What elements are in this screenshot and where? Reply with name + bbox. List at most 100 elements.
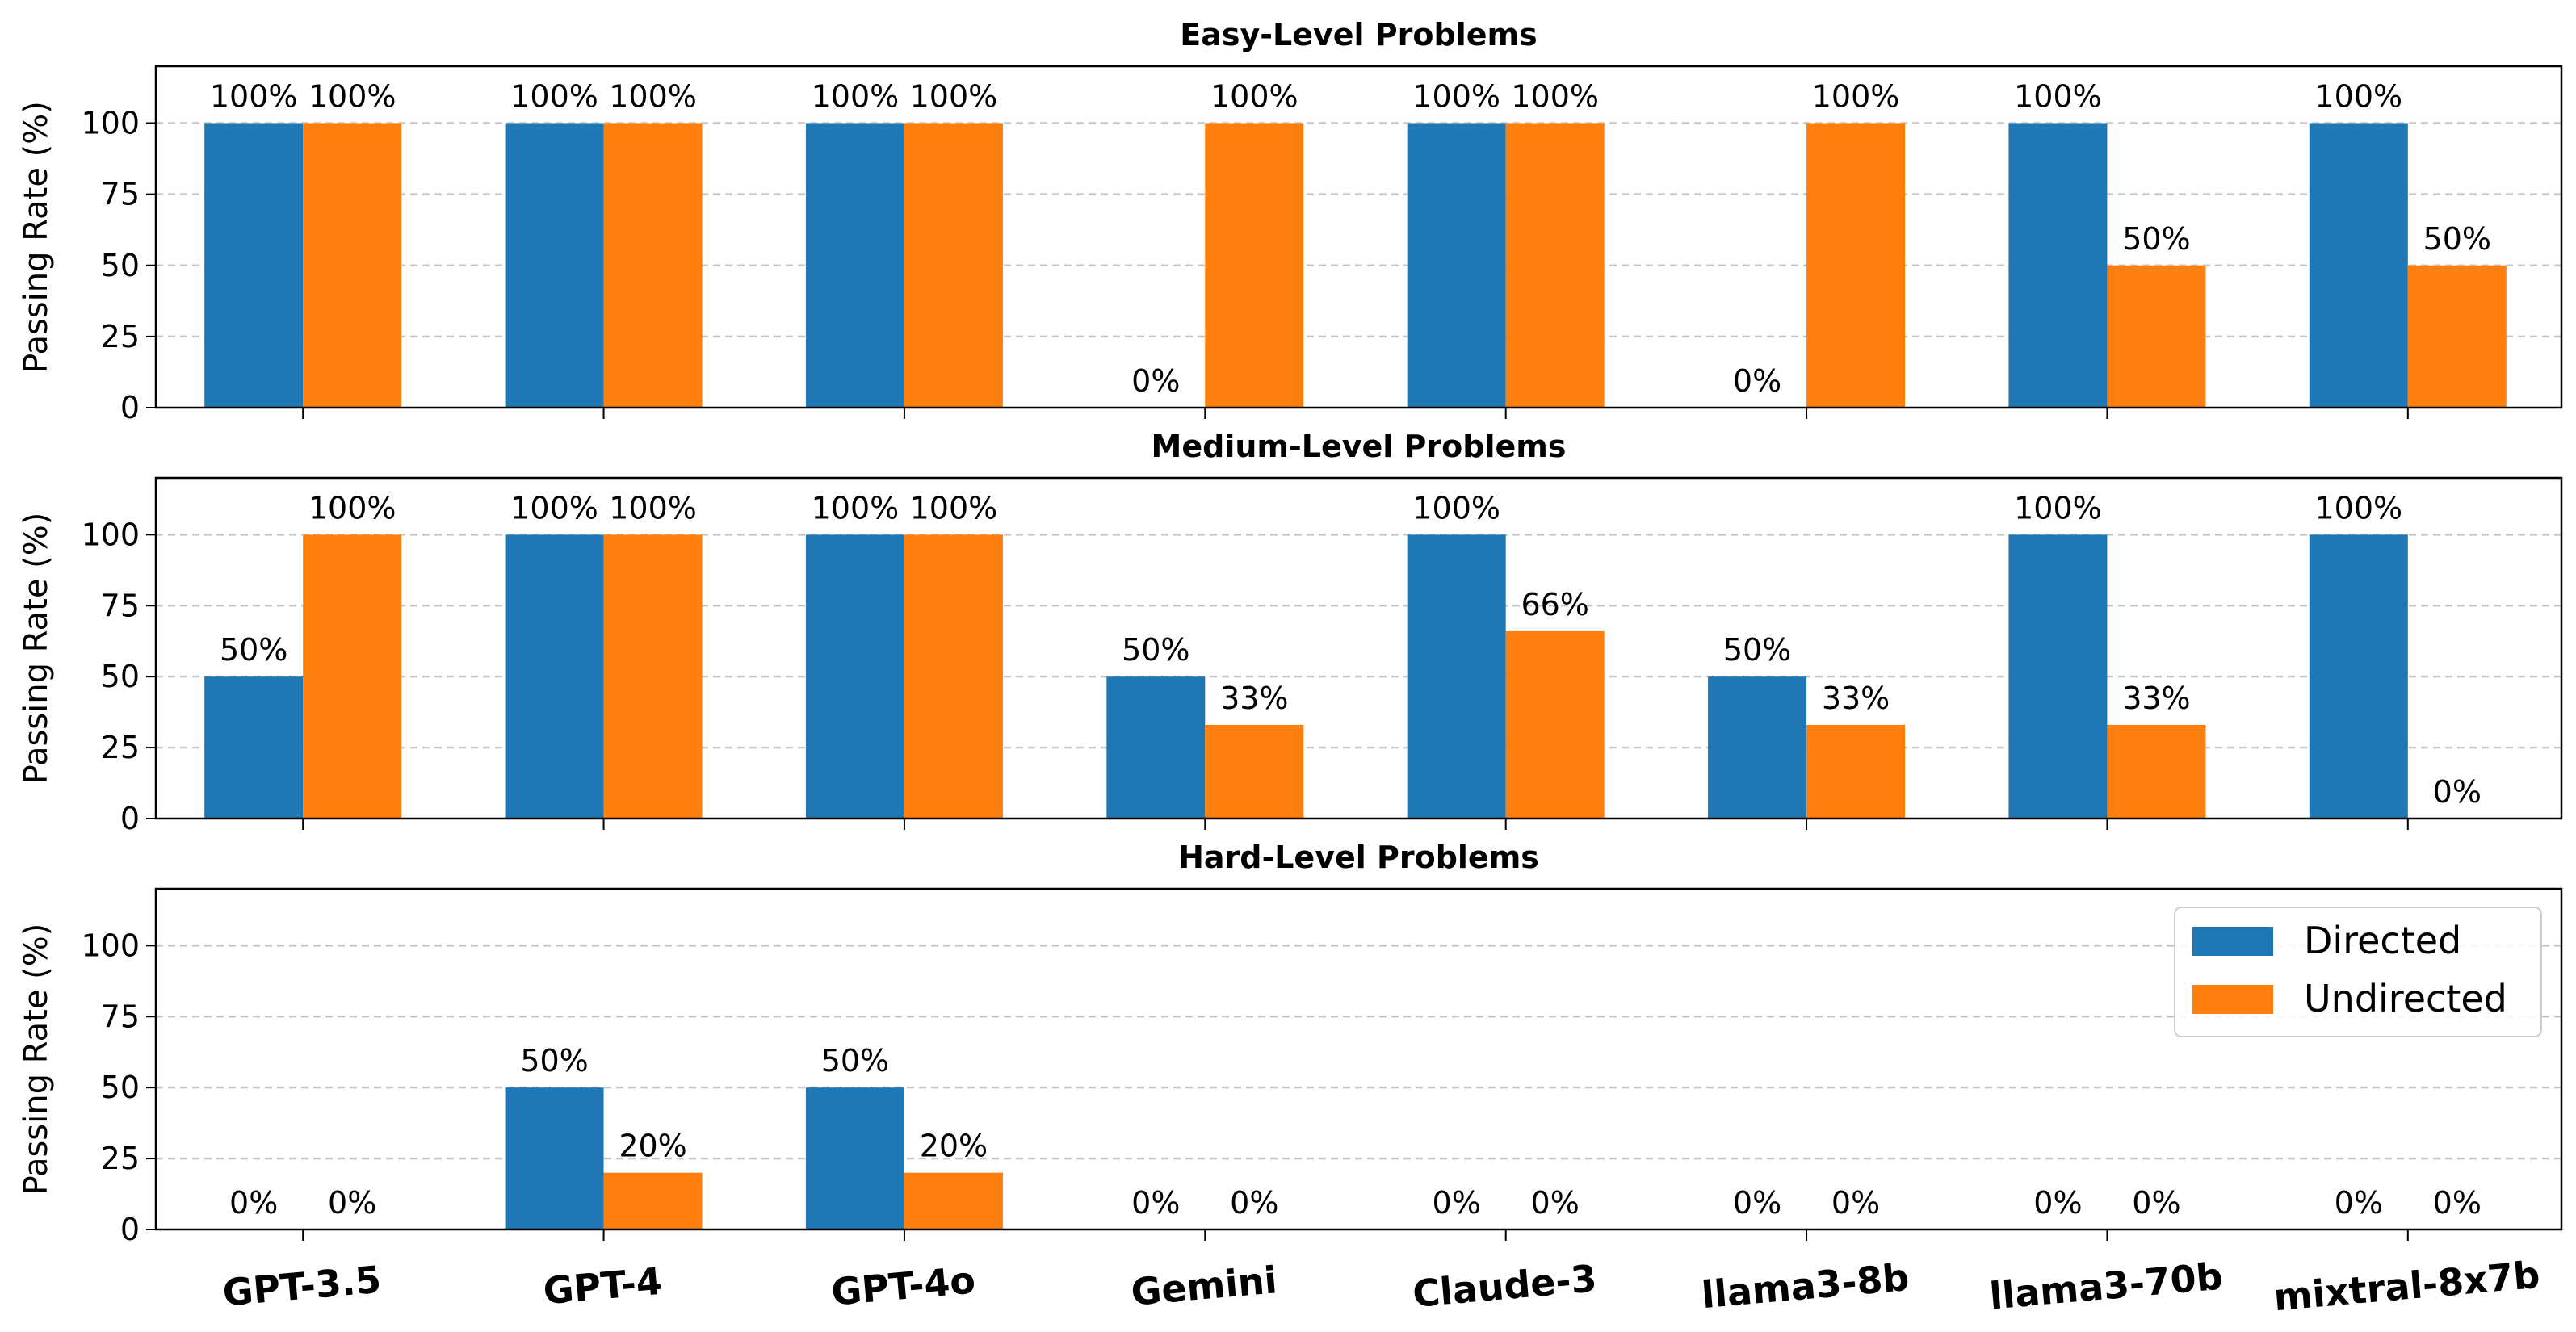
bar-directed-gpt-4o bbox=[805, 123, 904, 408]
bar-directed-gpt-4 bbox=[505, 1087, 604, 1229]
data-label: 100% bbox=[1511, 79, 1599, 115]
y-tick-label: 0 bbox=[120, 390, 140, 425]
bar-undirected-gpt-4 bbox=[603, 534, 703, 819]
bar-directed-llama3-70b bbox=[2008, 534, 2108, 819]
data-label: 0% bbox=[2433, 1185, 2482, 1221]
bar-undirected-claude-3 bbox=[1505, 630, 1605, 819]
x-tick-label-claude-3: Claude-3 bbox=[1411, 1256, 1598, 1316]
y-tick-label: 75 bbox=[101, 999, 140, 1034]
bar-undirected-llama3-8b bbox=[1806, 724, 1906, 819]
data-label: 100% bbox=[510, 490, 598, 526]
y-tick-label: 50 bbox=[101, 248, 140, 283]
data-label: 100% bbox=[2014, 79, 2102, 115]
data-label: 100% bbox=[1210, 79, 1298, 115]
bar-directed-mixtral-8x7b bbox=[2309, 534, 2408, 819]
data-label: 100% bbox=[308, 490, 396, 526]
y-tick-label: 25 bbox=[101, 1141, 140, 1176]
bar-undirected-gpt-4o bbox=[904, 123, 1003, 408]
data-label: 50% bbox=[1122, 632, 1189, 668]
data-label: 100% bbox=[510, 79, 598, 115]
y-tick-label: 100 bbox=[81, 517, 140, 552]
x-tick-label-mixtral-8x7b: mixtral-8x7b bbox=[2272, 1253, 2541, 1320]
x-tick-label-llama3-70b: llama3-70b bbox=[1987, 1255, 2224, 1318]
x-tick-label-gpt-3.5: GPT-3.5 bbox=[220, 1258, 383, 1315]
data-label: 100% bbox=[2314, 490, 2402, 526]
data-label: 0% bbox=[2132, 1185, 2180, 1221]
x-tick-label-gpt-4: GPT-4 bbox=[542, 1259, 664, 1313]
data-label: 50% bbox=[821, 1043, 889, 1079]
data-label: 50% bbox=[220, 632, 287, 668]
x-tick-label-llama3-8b: llama3-8b bbox=[1700, 1255, 1911, 1317]
data-label: 33% bbox=[2122, 681, 2190, 716]
y-axis-label: Passing Rate (%) bbox=[18, 513, 55, 785]
data-label: 50% bbox=[520, 1043, 588, 1079]
y-tick-label: 0 bbox=[120, 801, 140, 836]
data-label: 0% bbox=[1831, 1185, 1880, 1221]
data-label: 0% bbox=[1131, 1185, 1180, 1221]
data-label: 0% bbox=[1531, 1185, 1580, 1221]
data-label: 100% bbox=[910, 79, 998, 115]
y-tick-label: 0 bbox=[120, 1212, 140, 1247]
data-label: 100% bbox=[1812, 79, 1900, 115]
bar-directed-gpt-4 bbox=[505, 534, 604, 819]
data-label: 33% bbox=[1822, 681, 1890, 716]
bar-undirected-gpt-4o bbox=[904, 534, 1003, 819]
y-tick-label: 50 bbox=[101, 659, 140, 694]
data-label: 50% bbox=[2423, 221, 2491, 257]
data-label: 0% bbox=[229, 1185, 278, 1221]
data-label: 100% bbox=[2014, 490, 2102, 526]
bar-undirected-llama3-8b bbox=[1806, 123, 1906, 408]
bar-undirected-llama3-70b bbox=[2107, 724, 2206, 819]
data-label: 0% bbox=[2433, 774, 2482, 810]
bar-directed-gpt-3.5 bbox=[204, 123, 304, 408]
y-tick-label: 100 bbox=[81, 106, 140, 141]
data-label: 100% bbox=[812, 79, 900, 115]
bar-undirected-gemini bbox=[1205, 724, 1304, 819]
y-tick-label: 25 bbox=[101, 319, 140, 354]
plot-frame bbox=[154, 887, 2563, 1231]
bar-directed-mixtral-8x7b bbox=[2309, 123, 2408, 408]
data-label: 0% bbox=[328, 1185, 376, 1221]
bar-directed-gpt-4o bbox=[805, 534, 904, 819]
x-tick-label-gemini: Gemini bbox=[1129, 1258, 1278, 1314]
data-label: 0% bbox=[2033, 1185, 2082, 1221]
data-label: 100% bbox=[2314, 79, 2402, 115]
data-label: 0% bbox=[1733, 1185, 1781, 1221]
bar-directed-claude-3 bbox=[1407, 123, 1506, 408]
legend-label-directed: Directed bbox=[2304, 919, 2461, 962]
data-label: 0% bbox=[1733, 363, 1781, 399]
data-label: 0% bbox=[1230, 1185, 1278, 1221]
data-label: 100% bbox=[910, 490, 998, 526]
bar-directed-gemini bbox=[1106, 676, 1206, 819]
data-label: 33% bbox=[1220, 681, 1288, 716]
bar-undirected-gpt-4 bbox=[603, 1172, 703, 1229]
legend-swatch-undirected bbox=[2192, 985, 2273, 1014]
y-tick-label: 75 bbox=[101, 588, 140, 623]
y-tick-label: 75 bbox=[101, 177, 140, 212]
data-label: 100% bbox=[812, 490, 900, 526]
data-label: 0% bbox=[1131, 363, 1180, 399]
bar-directed-llama3-70b bbox=[2008, 123, 2108, 408]
panel-title: Medium-Level Problems bbox=[1152, 429, 1567, 464]
plot-frame bbox=[154, 476, 2563, 820]
legend-swatch-directed bbox=[2192, 927, 2273, 956]
data-label: 100% bbox=[609, 490, 697, 526]
bar-directed-gpt-3.5 bbox=[204, 676, 304, 819]
data-label: 100% bbox=[609, 79, 697, 115]
y-axis-label: Passing Rate (%) bbox=[18, 101, 55, 373]
data-label: 50% bbox=[2122, 221, 2190, 257]
data-label: 0% bbox=[2335, 1185, 2383, 1221]
data-label: 100% bbox=[210, 79, 298, 115]
data-label: 100% bbox=[1412, 79, 1500, 115]
bar-directed-llama3-8b bbox=[1708, 676, 1807, 819]
data-label: 20% bbox=[920, 1129, 988, 1164]
panel-title: Easy-Level Problems bbox=[1180, 17, 1537, 52]
y-tick-label: 50 bbox=[101, 1070, 140, 1105]
bar-undirected-claude-3 bbox=[1505, 123, 1605, 408]
legend-label-undirected: Undirected bbox=[2304, 977, 2507, 1020]
bar-undirected-llama3-70b bbox=[2107, 265, 2206, 408]
data-label: 50% bbox=[1723, 632, 1791, 668]
plot-frame bbox=[154, 65, 2563, 409]
bar-undirected-gemini bbox=[1205, 123, 1304, 408]
